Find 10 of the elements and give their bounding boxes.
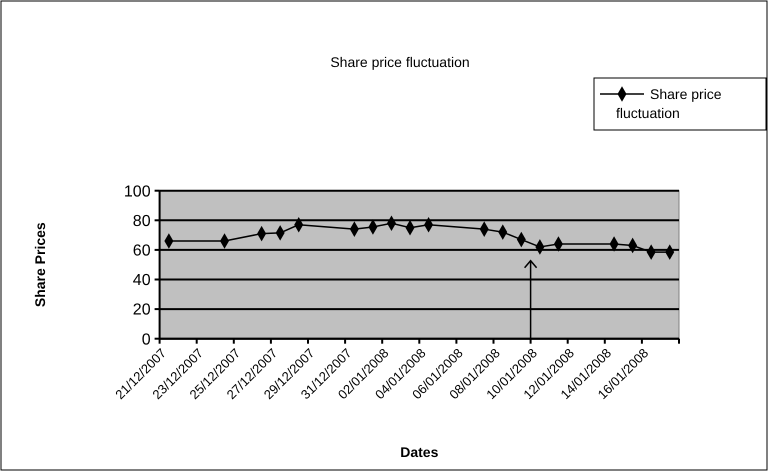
legend-label: Share price fluctuation [616,86,722,121]
y-axis-title: Share Prices [32,222,48,308]
y-tick-label: 0 [142,331,151,348]
y-tick-label: 100 [124,183,151,200]
y-tick-label: 20 [132,302,151,319]
y-tick-label: 40 [132,272,151,290]
y-tick-label: 60 [132,242,151,260]
y-tick-label: 80 [132,212,151,230]
chart-title: Share price fluctuation [330,54,470,70]
x-axis-title: Dates [400,444,439,460]
